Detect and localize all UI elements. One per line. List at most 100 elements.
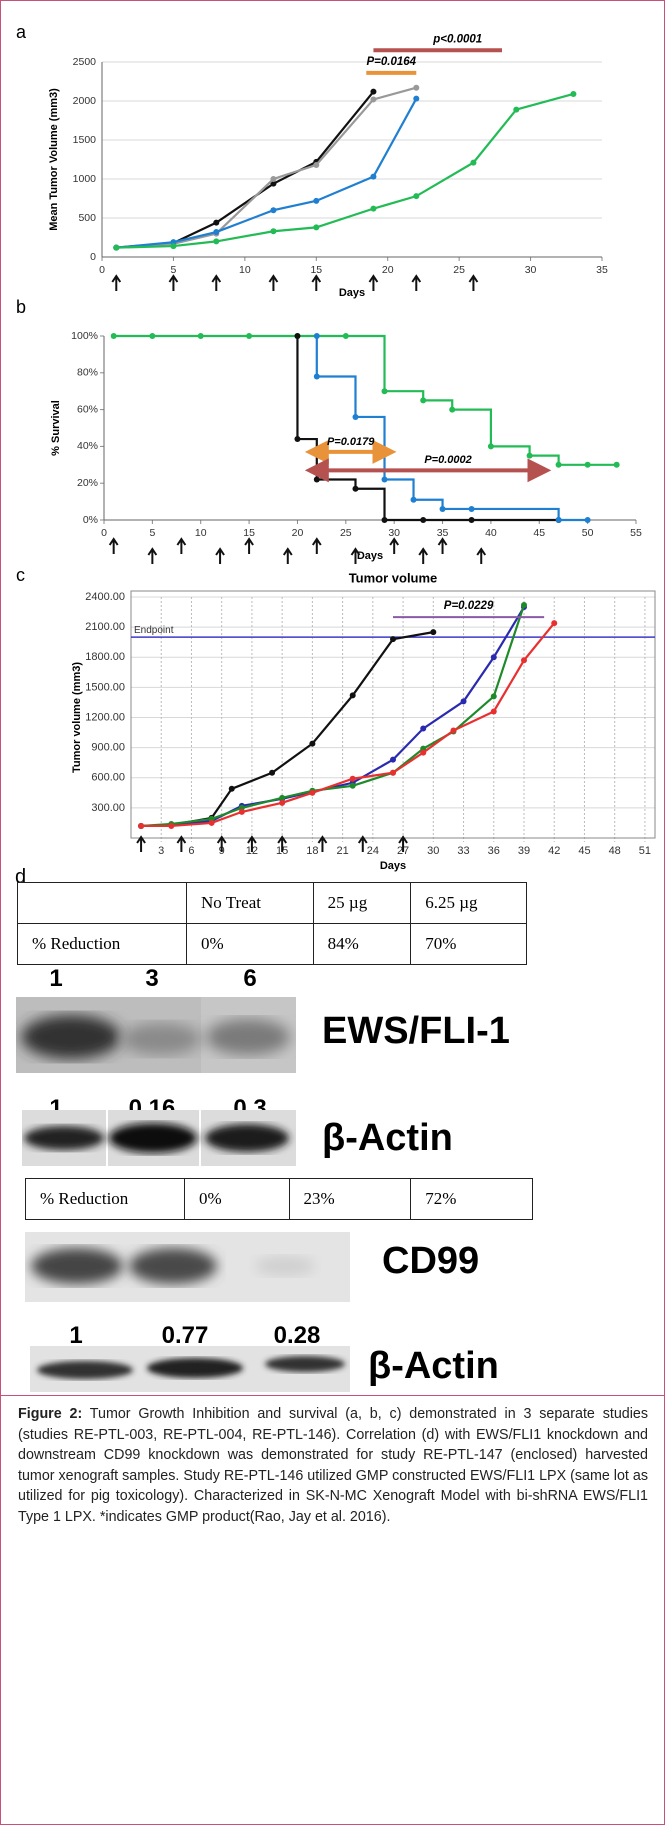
x-tick-label: 0 bbox=[99, 264, 105, 276]
dose-arrow bbox=[468, 274, 479, 291]
dose-arrow bbox=[168, 274, 179, 291]
data-point bbox=[370, 96, 377, 103]
data-point bbox=[279, 794, 286, 801]
series-line bbox=[116, 90, 375, 249]
x-tick-label: 30 bbox=[388, 527, 400, 539]
dose-arrow bbox=[268, 274, 279, 291]
data-point bbox=[270, 180, 277, 187]
x-tick-label: 25 bbox=[453, 264, 465, 276]
data-point bbox=[450, 727, 457, 734]
y-tick-label: 300.00 bbox=[91, 802, 125, 814]
y-tick-label: 2500 bbox=[73, 56, 97, 68]
data-point bbox=[526, 452, 533, 459]
dose-arrow bbox=[247, 835, 257, 852]
data-point bbox=[270, 176, 277, 182]
data-point bbox=[555, 461, 562, 468]
x-tick-label: 42 bbox=[548, 845, 560, 857]
chart-title: Tumor volume bbox=[349, 570, 438, 585]
cell: 25 µg bbox=[312, 882, 412, 924]
cell bbox=[17, 882, 187, 924]
data-point bbox=[349, 782, 356, 789]
series-line bbox=[116, 92, 574, 249]
data-point bbox=[246, 333, 253, 339]
y-tick-label: 1000 bbox=[73, 173, 97, 185]
series-line bbox=[141, 622, 556, 828]
cell: No Treat bbox=[186, 882, 314, 924]
data-point bbox=[370, 173, 377, 180]
data-point bbox=[513, 106, 520, 113]
y-tick-label: 1200.00 bbox=[85, 711, 125, 723]
data-point bbox=[313, 373, 320, 380]
y-tick-label: 1800.00 bbox=[85, 651, 125, 663]
y-tick-label: 600.00 bbox=[91, 772, 125, 784]
dose-arrow bbox=[111, 274, 122, 291]
series-line bbox=[113, 334, 617, 466]
y-axis-label: Mean Tumor Volume (mm3) bbox=[48, 88, 60, 231]
x-tick-label: 10 bbox=[239, 264, 251, 276]
data-point bbox=[490, 654, 497, 661]
x-tick-label: 30 bbox=[525, 264, 537, 276]
divider bbox=[0, 1395, 665, 1396]
dose-arrow bbox=[398, 835, 408, 852]
x-axis-label: Days bbox=[380, 860, 406, 872]
series-line bbox=[141, 604, 526, 828]
x-tick-label: 25 bbox=[340, 527, 352, 539]
series-line bbox=[315, 336, 588, 522]
x-tick-label: 15 bbox=[310, 264, 322, 276]
data-point bbox=[439, 505, 446, 512]
x-tick-label: 45 bbox=[578, 845, 590, 857]
x-tick-label: 55 bbox=[630, 527, 642, 539]
data-point bbox=[390, 636, 396, 643]
blot bbox=[25, 1232, 350, 1302]
x-tick-label: 48 bbox=[609, 845, 621, 857]
data-point bbox=[313, 476, 320, 483]
x-tick-label: 50 bbox=[582, 527, 594, 539]
panel-label: d bbox=[15, 866, 27, 888]
data-point bbox=[410, 496, 417, 503]
data-point bbox=[449, 406, 456, 413]
plot-frame bbox=[130, 590, 656, 839]
data-point bbox=[551, 620, 558, 627]
data-point bbox=[584, 461, 591, 468]
x-tick-label: 3 bbox=[158, 845, 164, 857]
caption-label: Figure 2: bbox=[18, 1406, 83, 1422]
significance-label: P=0.0164 bbox=[367, 56, 417, 68]
data-point bbox=[487, 443, 494, 450]
cell: % Reduction bbox=[25, 1178, 185, 1220]
y-tick-label: 2400.00 bbox=[85, 591, 125, 603]
y-tick-label: 2100.00 bbox=[85, 621, 125, 633]
data-point bbox=[521, 602, 527, 609]
data-point bbox=[352, 413, 359, 420]
dose-arrow bbox=[176, 537, 187, 554]
data-point bbox=[370, 88, 377, 95]
dose-arrow bbox=[108, 537, 119, 554]
data-point bbox=[413, 193, 420, 200]
x-tick-label: 36 bbox=[488, 845, 500, 857]
data-point bbox=[570, 90, 577, 97]
dose-arrow bbox=[147, 547, 158, 564]
y-tick-label: 20% bbox=[77, 477, 98, 489]
lane-value: 1 bbox=[69, 1322, 83, 1349]
data-point bbox=[521, 657, 527, 664]
y-axis-label: Tumor volume (mm3) bbox=[71, 662, 83, 773]
data-point bbox=[208, 819, 215, 826]
x-tick-label: 40 bbox=[485, 527, 497, 539]
data-point bbox=[460, 698, 467, 705]
data-point bbox=[468, 505, 475, 512]
y-tick-label: 1500 bbox=[73, 134, 97, 146]
y-tick-label: 2000 bbox=[73, 95, 97, 107]
lane-value: 6 bbox=[243, 965, 257, 992]
table: No Treat 25 µg 6.25 µg % Reduction 0% 84… bbox=[17, 882, 527, 965]
blot-label: EWS/FLI-1 bbox=[322, 1010, 510, 1052]
cell: 23% bbox=[288, 1178, 412, 1220]
y-tick-label: 100% bbox=[71, 330, 98, 342]
caption-text: Tumor Growth Inhibition and survival (a,… bbox=[18, 1406, 648, 1525]
x-tick-label: 51 bbox=[639, 845, 651, 857]
cell: 84% bbox=[312, 923, 412, 965]
data-point bbox=[349, 692, 356, 699]
data-point bbox=[213, 229, 220, 236]
data-point bbox=[149, 333, 156, 339]
x-tick-label: 5 bbox=[171, 264, 177, 276]
data-point bbox=[468, 517, 475, 523]
